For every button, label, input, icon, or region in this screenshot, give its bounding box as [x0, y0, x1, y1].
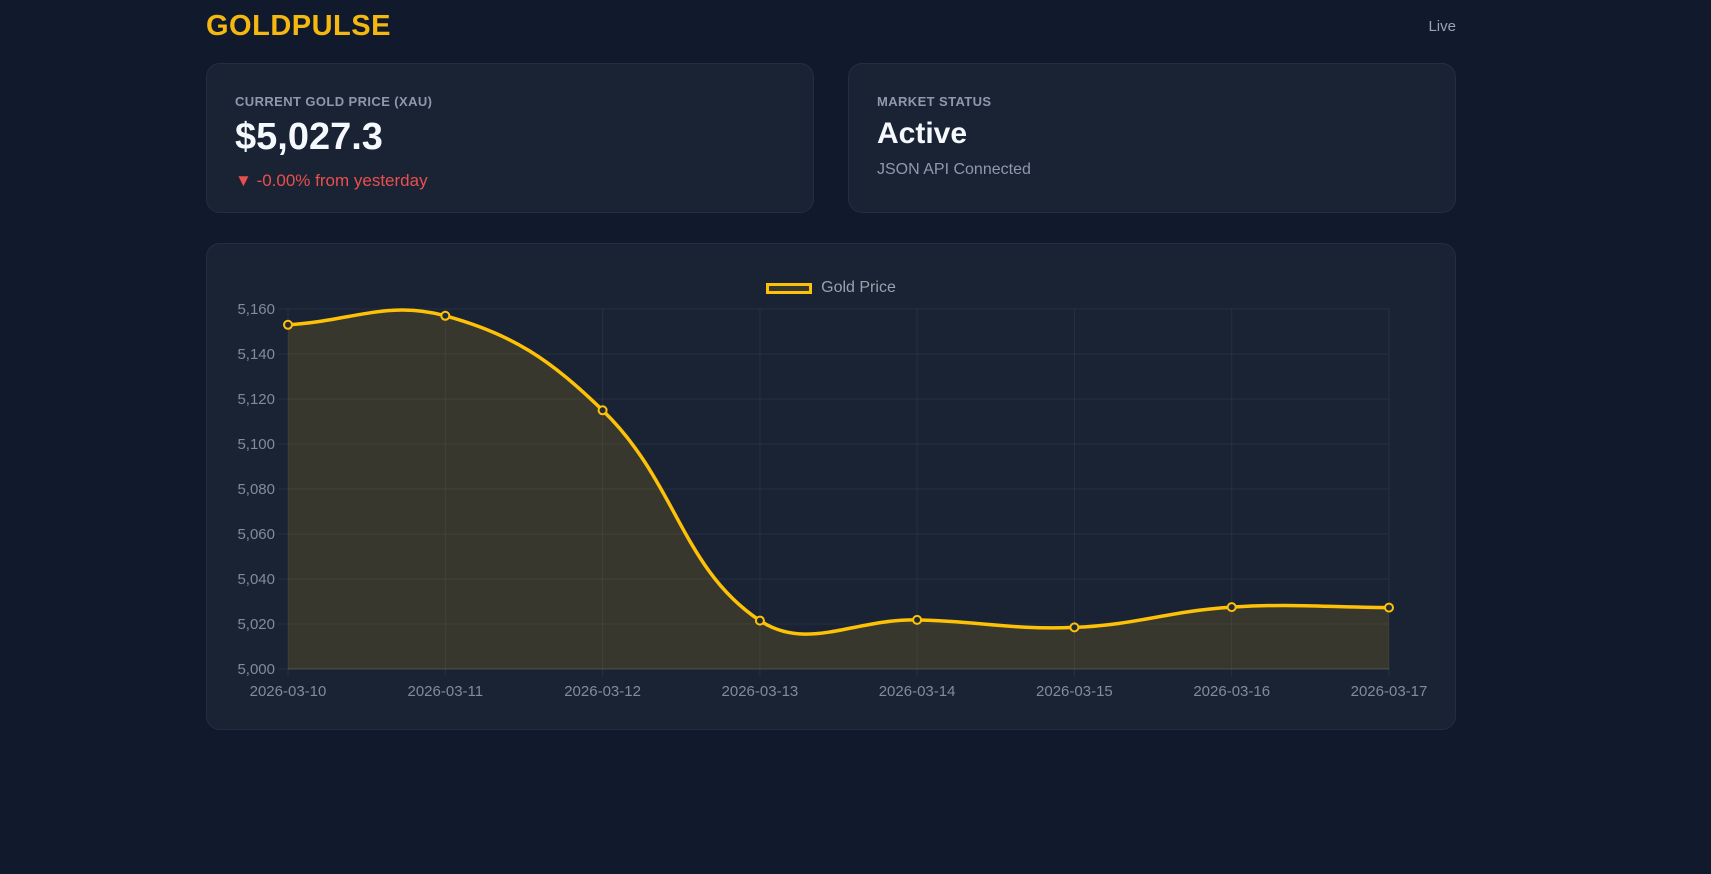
- market-status-value: Active: [877, 117, 968, 150]
- gold-price-chart-card: Gold Price 5,000 5,020 5,040 5,060 5,080 5,10…: [206, 243, 1456, 730]
- live-status-label: Live: [1428, 18, 1456, 35]
- svg-text:5,140: 5,140: [237, 346, 275, 363]
- svg-text:5,080: 5,080: [237, 481, 275, 498]
- svg-text:2026-03-12: 2026-03-12: [564, 683, 641, 700]
- svg-text:2026-03-16: 2026-03-16: [1193, 683, 1270, 700]
- current-price-label: CURRENT GOLD PRICE (XAU): [235, 94, 433, 109]
- svg-text:5,020: 5,020: [237, 616, 275, 633]
- svg-text:5,000: 5,000: [237, 661, 275, 678]
- market-status-label: MARKET STATUS: [877, 94, 992, 109]
- svg-text:2026-03-17: 2026-03-17: [1351, 683, 1428, 700]
- svg-text:2026-03-10: 2026-03-10: [250, 683, 327, 700]
- svg-text:5,120: 5,120: [237, 391, 275, 408]
- price-change-text: -0.00% from yesterday: [256, 171, 428, 190]
- header: GOLDPULSE Live: [206, 0, 1456, 42]
- svg-text:2026-03-15: 2026-03-15: [1036, 683, 1113, 700]
- app-title: GOLDPULSE: [206, 10, 391, 42]
- stat-cards: CURRENT GOLD PRICE (XAU) $5,027.3 ▼ -0.0…: [206, 63, 1456, 213]
- svg-text:2026-03-14: 2026-03-14: [879, 683, 956, 700]
- down-arrow-icon: ▼: [235, 171, 252, 190]
- price-change: ▼ -0.00% from yesterday: [235, 172, 785, 189]
- svg-text:5,060: 5,060: [237, 526, 275, 543]
- svg-text:5,160: 5,160: [237, 301, 275, 318]
- legend-swatch-icon: [766, 282, 813, 294]
- market-status-card: MARKET STATUS Active JSON API Connected: [848, 63, 1456, 213]
- current-price-value: $5,027.3: [235, 116, 383, 158]
- gold-price-chart: 5,000 5,020 5,040 5,060 5,080 5,100 5,120 5,140…: [207, 244, 1455, 729]
- svg-text:2026-03-11: 2026-03-11: [407, 683, 483, 700]
- current-price-card: CURRENT GOLD PRICE (XAU) $5,027.3 ▼ -0.0…: [206, 63, 814, 213]
- page-container: GOLDPULSE Live CURRENT GOLD PRICE (XAU) …: [206, 0, 1456, 730]
- svg-text:2026-03-13: 2026-03-13: [722, 683, 799, 700]
- legend-label: Gold Price: [821, 279, 896, 296]
- svg-text:5,100: 5,100: [237, 436, 275, 453]
- svg-text:5,040: 5,040: [237, 571, 275, 588]
- chart-legend[interactable]: Gold Price: [207, 279, 1455, 297]
- api-connection-status: JSON API Connected: [877, 161, 1031, 178]
